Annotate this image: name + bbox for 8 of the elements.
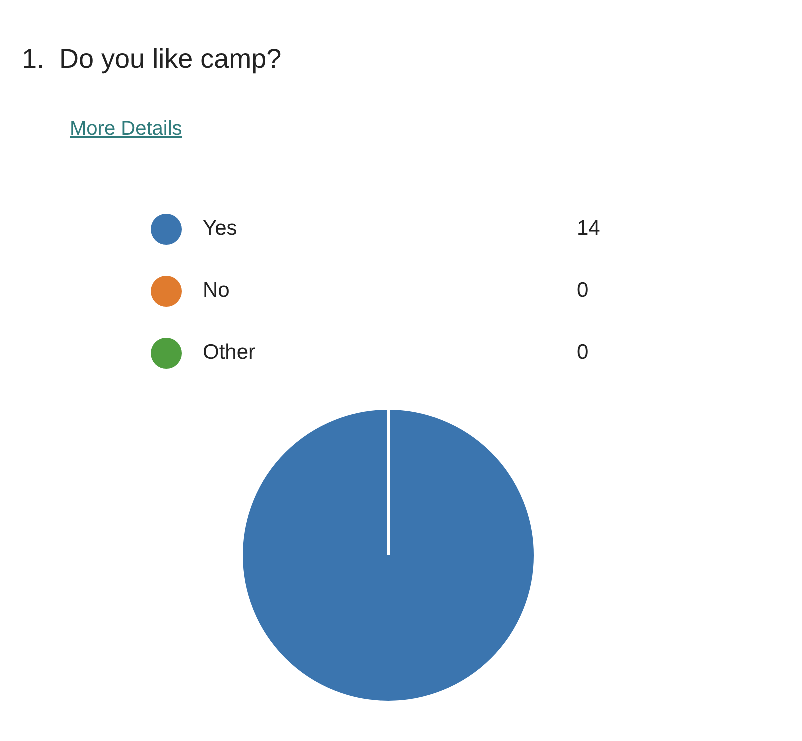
text: 0 [577, 341, 589, 364]
chart-title: 1. Do you like camp? [22, 44, 282, 75]
legend-label: Other [203, 341, 256, 365]
text: More Details [70, 118, 182, 141]
legend-label: Yes [203, 217, 238, 241]
legend-label: No [203, 279, 230, 303]
text: 0 [577, 279, 589, 302]
data-label: 14 [577, 217, 600, 241]
